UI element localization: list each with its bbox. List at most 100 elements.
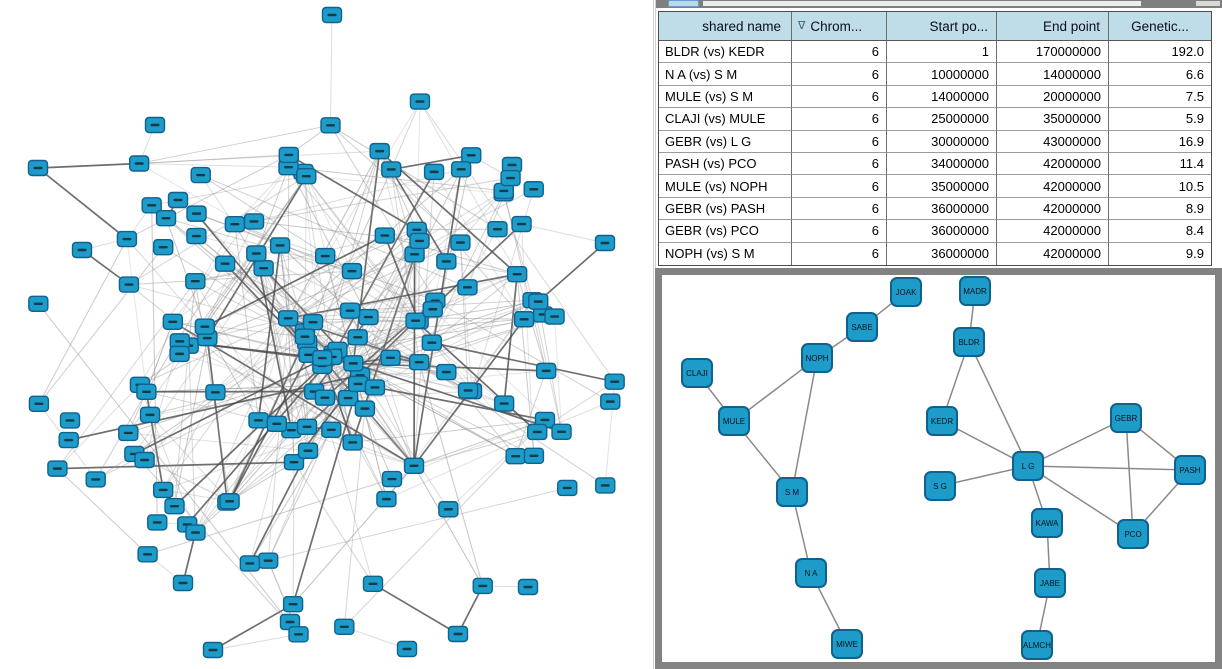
graph-node[interactable] [681,358,713,388]
table-cell[interactable]: 36000000 [887,242,997,265]
table-row[interactable]: NOPH (vs) S M 6 36000000 42000000 9.9 [659,242,1211,265]
network-canvas-detail[interactable]: JOAK SABE NOPH CLAJI MULE MADR BLDR KEDR GEBR L G… [662,275,1215,662]
table-cell[interactable]: CLAJI (vs) MULE [659,108,792,131]
table-cell[interactable]: 11.4 [1109,152,1211,176]
table-cell[interactable]: 6.6 [1109,63,1211,86]
graph-node[interactable] [718,406,750,436]
table-cell[interactable]: MULE (vs) S M [659,85,792,109]
graph-node[interactable] [953,327,985,357]
graph-edge [133,453,299,635]
table-row[interactable]: GEBR (vs) L G 6 30000000 43000000 16.9 [659,130,1211,153]
table-cell[interactable]: 10.5 [1109,175,1211,198]
table-cell[interactable]: 35000000 [997,108,1109,131]
table-cell[interactable]: 6 [792,220,887,243]
table-cell[interactable]: 16.9 [1109,130,1211,153]
column-header-chromosome[interactable]: ∇ Chrom... [792,12,887,41]
table-row[interactable]: GEBR (vs) PCO 6 36000000 42000000 8.4 [659,220,1211,243]
table-cell[interactable]: 6 [792,242,887,265]
table-row[interactable]: CLAJI (vs) MULE 6 25000000 35000000 5.9 [659,108,1211,131]
table-cell[interactable]: 34000000 [887,152,997,176]
graph-edge[interactable] [968,341,1029,467]
node-label-smudge [161,216,171,220]
table-cell[interactable]: 42000000 [997,152,1109,176]
detail-network-graph[interactable]: JOAK SABE NOPH CLAJI MULE MADR BLDR KEDR GEBR L G… [662,275,1215,662]
table-cell[interactable]: 6 [792,175,887,198]
table-cell[interactable]: N A (vs) S M [659,63,792,86]
table-cell[interactable]: 42000000 [997,220,1109,243]
table-cell[interactable]: 192.0 [1109,41,1211,64]
graph-edge[interactable] [791,357,818,493]
table-row[interactable]: BLDR (vs) KEDR 6 1 170000000 192.0 [659,41,1211,64]
table-cell[interactable]: 6 [792,85,887,109]
column-header-shared-name[interactable]: shared name [659,12,792,41]
table-cell[interactable]: 6 [792,152,887,176]
table-cell[interactable]: 7.5 [1109,85,1211,109]
table-cell[interactable]: 20000000 [997,85,1109,109]
table-row[interactable]: PASH (vs) PCO 6 34000000 42000000 11.4 [659,152,1211,176]
graph-node[interactable] [831,629,863,659]
table-cell[interactable]: 9.9 [1109,242,1211,265]
filter-funnel-icon[interactable]: ∇ [798,19,806,32]
graph-edge [287,190,505,319]
table-cell[interactable]: 8.9 [1109,197,1211,221]
graph-node[interactable] [1110,403,1142,433]
table-cell[interactable]: 42000000 [997,175,1109,198]
graph-node[interactable] [1034,568,1066,598]
graph-node[interactable] [801,343,833,373]
graph-node[interactable] [1021,630,1053,660]
table-cell[interactable]: 42000000 [997,242,1109,265]
table-cell[interactable]: 6 [792,108,887,131]
table-cell[interactable]: 36000000 [887,197,997,221]
table-cell[interactable]: GEBR (vs) L G [659,130,792,153]
table-cell[interactable]: MULE (vs) NOPH [659,175,792,198]
column-header-end-point[interactable]: End point [997,12,1109,41]
graph-node[interactable] [924,471,956,501]
graph-edge[interactable] [1027,417,1127,467]
column-header-start-point[interactable]: Start po... [887,12,997,41]
table-cell[interactable]: GEBR (vs) PASH [659,197,792,221]
table-cell[interactable]: 30000000 [887,130,997,153]
table-cell[interactable]: PASH (vs) PCO [659,152,792,176]
table-row[interactable]: MULE (vs) NOPH 6 35000000 42000000 10.5 [659,175,1211,198]
table-row[interactable]: GEBR (vs) PASH 6 36000000 42000000 8.9 [659,197,1211,221]
table-cell[interactable]: 14000000 [997,63,1109,86]
graph-node[interactable] [1012,451,1044,481]
table-row[interactable]: MULE (vs) S M 6 14000000 20000000 7.5 [659,85,1211,109]
table-cell[interactable]: GEBR (vs) PCO [659,220,792,243]
column-header-genetic[interactable]: Genetic... [1109,12,1211,41]
table-cell[interactable]: 6 [792,130,887,153]
table-cell[interactable]: 35000000 [887,175,997,198]
table-cell[interactable]: 8.4 [1109,220,1211,243]
graph-node[interactable] [776,477,808,507]
table-cell[interactable]: 43000000 [997,130,1109,153]
graph-edge[interactable] [1125,417,1134,535]
table-cell[interactable]: 1 [887,41,997,64]
graph-node[interactable] [1031,508,1063,538]
main-network-graph[interactable] [0,0,653,669]
graph-node[interactable] [890,277,922,307]
graph-node[interactable] [926,406,958,436]
table-cell[interactable]: 42000000 [997,197,1109,221]
table-cell[interactable]: 36000000 [887,220,997,243]
graph-edge[interactable] [1027,465,1191,471]
graph-node[interactable] [959,276,991,306]
table-cell[interactable]: 10000000 [887,63,997,86]
table-cell[interactable]: 14000000 [887,85,997,109]
table-cell[interactable]: BLDR (vs) KEDR [659,41,792,64]
graph-node[interactable] [795,558,827,588]
table-cell[interactable]: 25000000 [887,108,997,131]
table-cell[interactable]: 6 [792,41,887,64]
graph-node[interactable] [1174,455,1206,485]
table-cell[interactable]: 6 [792,197,887,221]
table-cell[interactable]: 6 [792,63,887,86]
graph-edge[interactable] [1027,465,1134,535]
table-row[interactable]: N A (vs) S M 6 10000000 14000000 6.6 [659,63,1211,86]
graph-node[interactable] [846,312,878,342]
edge-table-body: BLDR (vs) KEDR 6 1 170000000 192.0 N A (vs) S… [659,41,1211,265]
network-canvas-main[interactable] [0,0,653,669]
table-cell[interactable]: NOPH (vs) S M [659,242,792,265]
table-cell[interactable]: 5.9 [1109,108,1211,131]
toolbar-tab-chip[interactable] [668,0,699,7]
graph-node[interactable] [1117,519,1149,549]
table-cell[interactable]: 170000000 [997,41,1109,64]
